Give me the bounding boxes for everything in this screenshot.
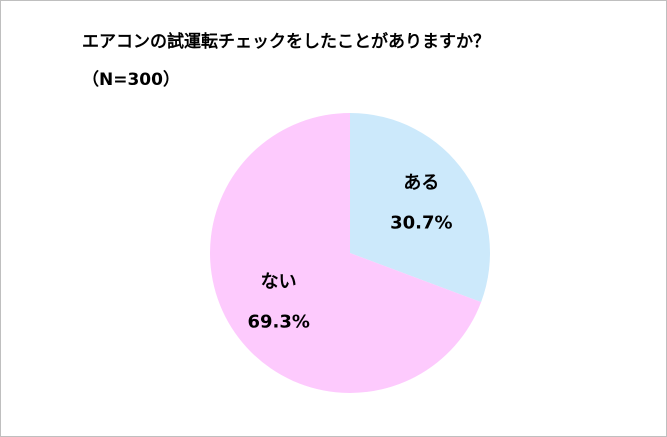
slice-category-label: ない: [261, 271, 297, 292]
slice-value-label: 30.7%: [390, 213, 452, 234]
pie-slice: [210, 113, 482, 393]
slice-value-label: 69.3%: [247, 311, 309, 332]
chart-subtitle: （N=300）: [82, 69, 180, 90]
slice-category-label: ある: [403, 173, 439, 194]
chart-title: エアコンの試運転チェックをしたことがありますか？: [82, 31, 490, 52]
pie-slice: [350, 113, 490, 303]
